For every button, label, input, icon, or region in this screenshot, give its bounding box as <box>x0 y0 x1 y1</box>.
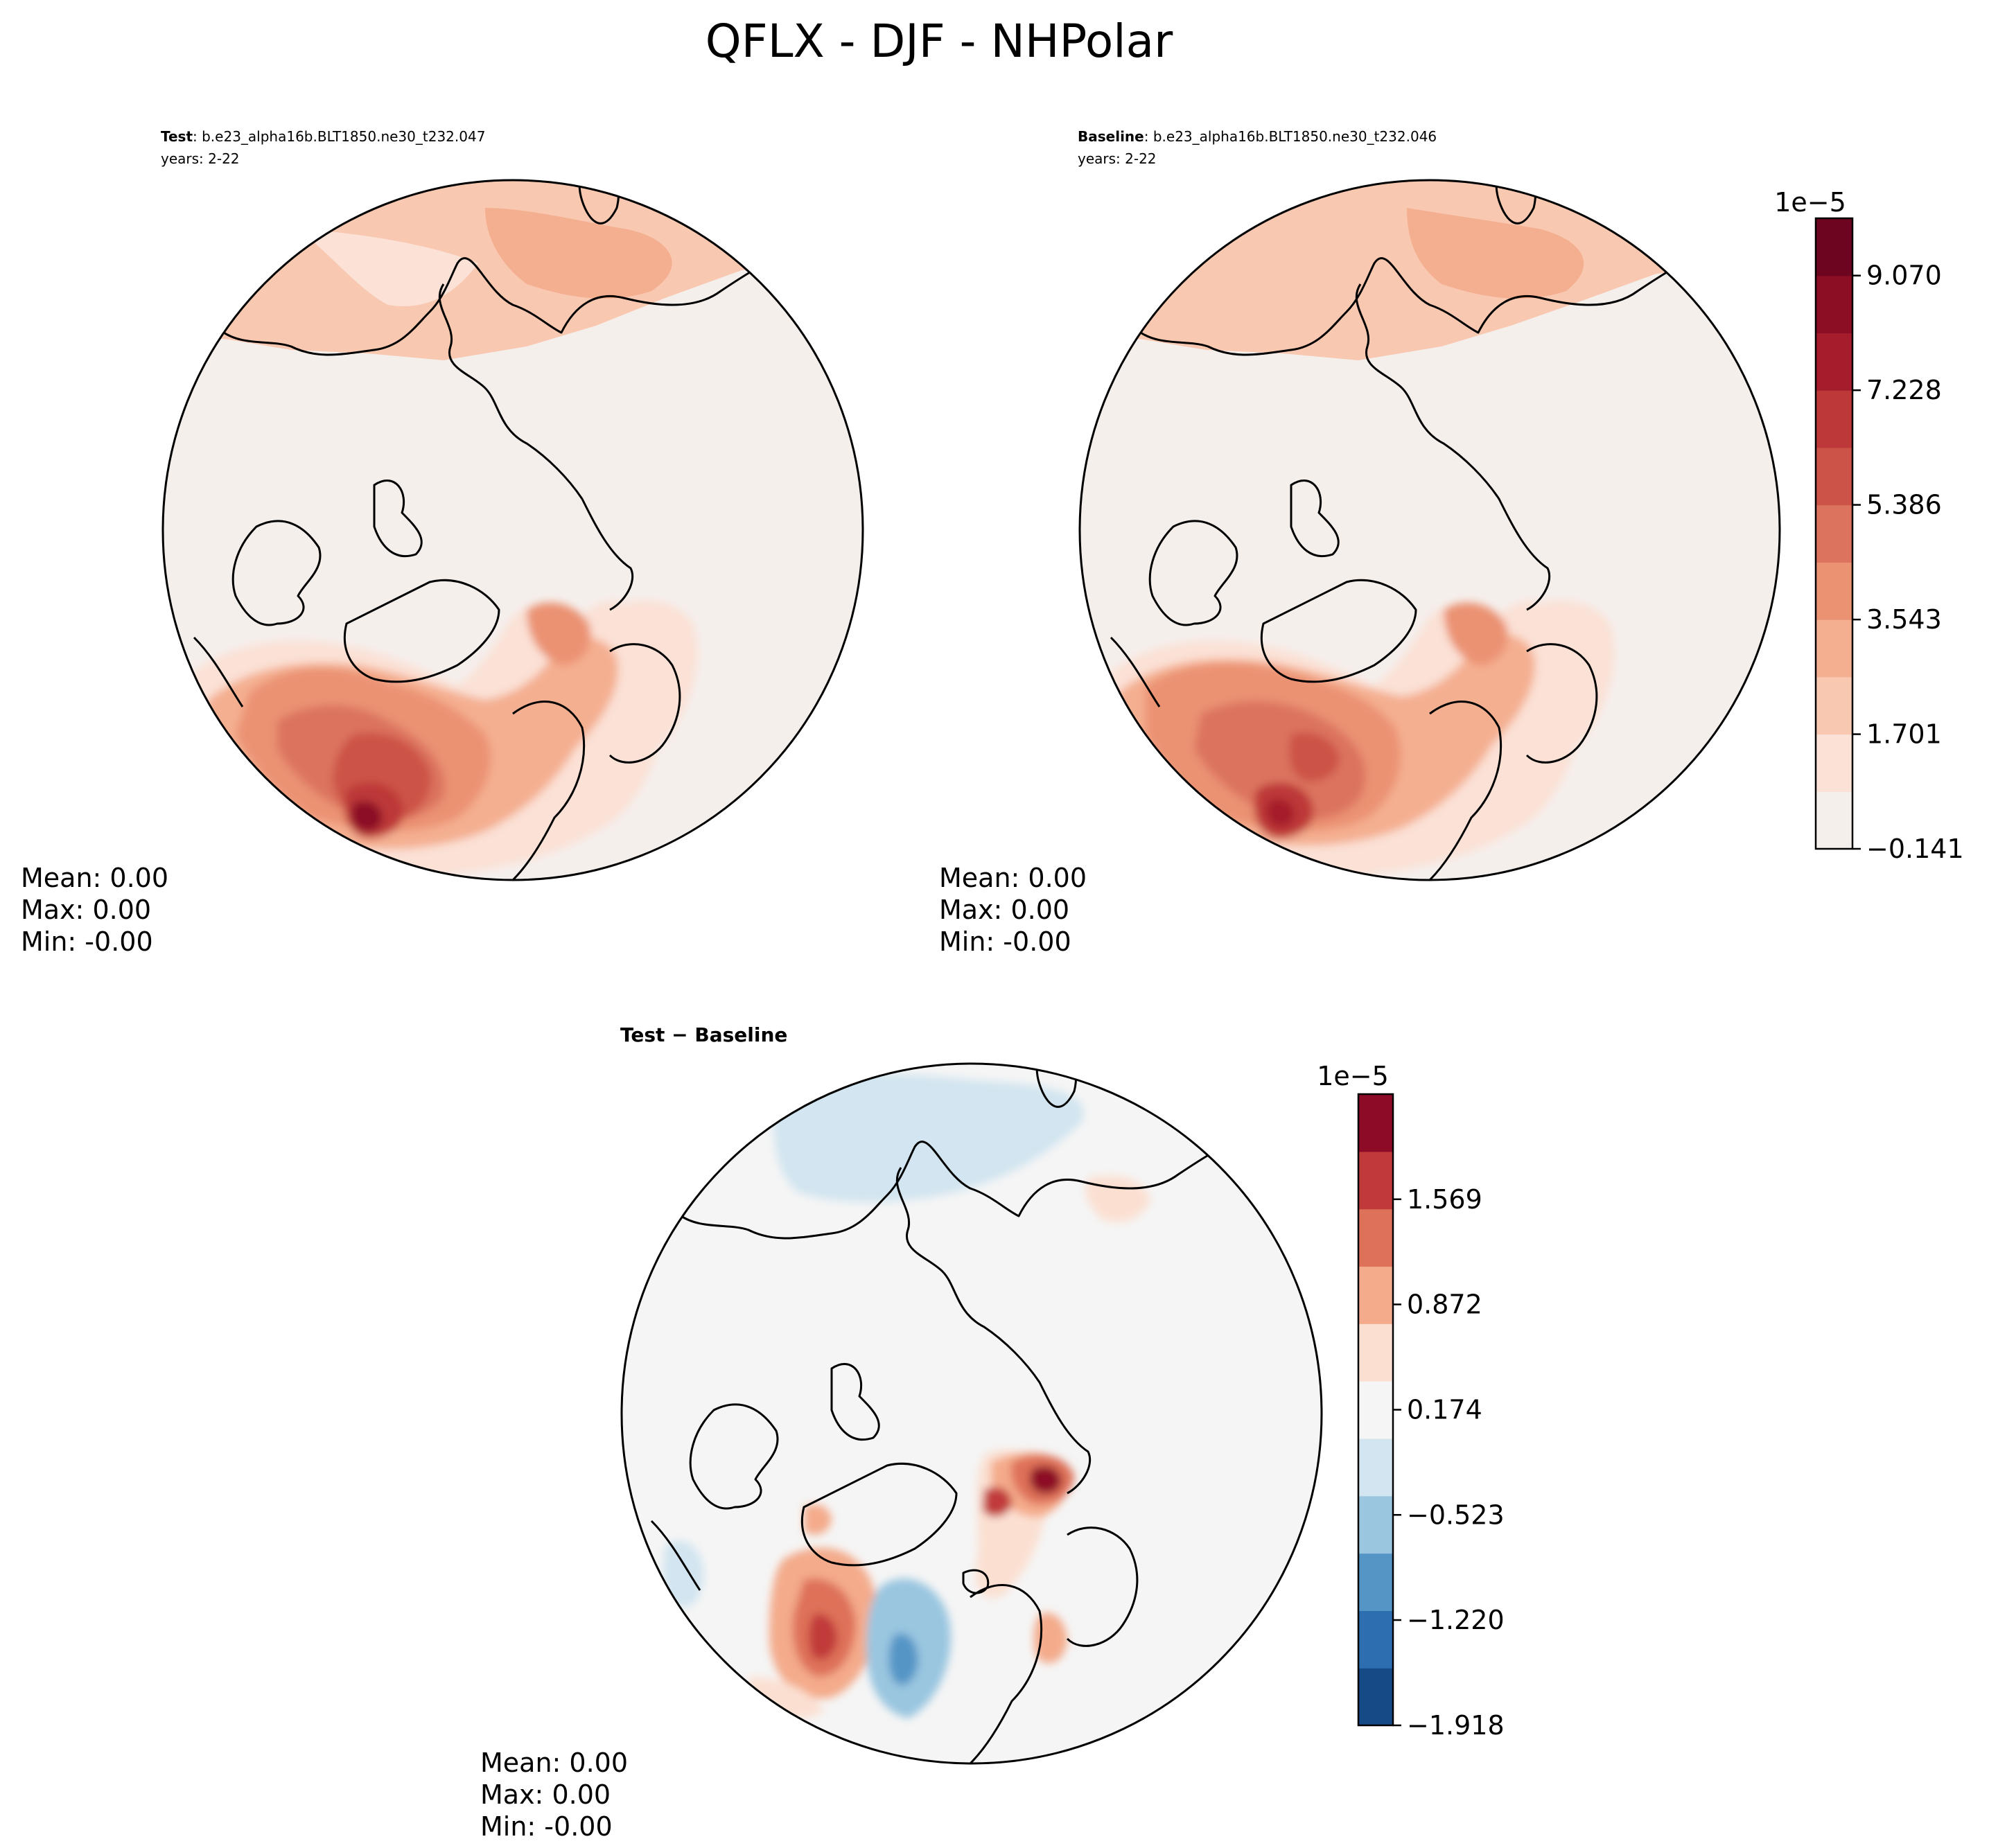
colorbar-top-swatch <box>1816 562 1852 620</box>
panel-difference-pos-1c <box>809 1614 838 1660</box>
colorbar-bottom-ticks: −1.918 −1.220 −0.523 0.174 0.872 1.569 <box>1393 1184 1505 1741</box>
colorbar-bottom-swatch <box>1358 1668 1393 1726</box>
panel-difference-neg-2 <box>663 1540 704 1608</box>
colorbar-top-swatch <box>1816 447 1852 506</box>
colorbar-bottom-swatches <box>1358 1094 1393 1726</box>
panel-test-stats: Mean: 0.00 Max: 0.00 Min: -0.00 <box>21 863 168 957</box>
panel-difference-max: Max: 0.00 <box>480 1779 611 1810</box>
panel-difference-stats: Mean: 0.00 Max: 0.00 Min: -0.00 <box>480 1748 628 1842</box>
panel-baseline: Baseline: b.e23_alpha16b.BLT1850.ne30_t2… <box>939 128 1781 957</box>
panel-test-mean: Mean: 0.00 <box>21 863 168 893</box>
colorbar-top-swatch <box>1816 333 1852 391</box>
panel-baseline-min: Min: -0.00 <box>939 926 1071 957</box>
panel-test-map <box>163 180 863 880</box>
panel-baseline-stats: Mean: 0.00 Max: 0.00 Min: -0.00 <box>939 863 1087 957</box>
panel-baseline-coastlines <box>1110 180 1701 880</box>
colorbar-bottom-tick-label: 0.174 <box>1407 1395 1482 1425</box>
colorbar-bottom-swatch <box>1358 1553 1393 1611</box>
colorbar-bottom: 1e−5 −1.918 −1.220 −0.523 0.174 0.872 1.569 <box>1317 1061 1504 1741</box>
panel-test-max: Max: 0.00 <box>21 895 151 925</box>
colorbar-top-swatch <box>1816 504 1852 563</box>
panel-difference-pacific-negative <box>769 1073 1084 1202</box>
colorbar-bottom-swatch <box>1358 1381 1393 1439</box>
panel-test-years: years: 2-22 <box>161 150 240 167</box>
colorbar-top-tick-label: 7.228 <box>1866 375 1942 405</box>
panel-difference-min: Min: -0.00 <box>480 1811 613 1842</box>
colorbar-bottom-swatch <box>1358 1151 1393 1210</box>
colorbar-top: 1e−5 −0.141 1.701 3.543 5.386 7.228 9.070 <box>1774 187 1963 864</box>
panel-test-atlantic-field <box>166 600 698 879</box>
colorbar-bottom-multiplier: 1e−5 <box>1317 1061 1389 1091</box>
colorbar-top-multiplier: 1e−5 <box>1774 187 1846 218</box>
colorbar-bottom-swatch <box>1358 1208 1393 1267</box>
panel-baseline-boundary <box>1078 179 1781 881</box>
panel-test-boundary <box>161 179 864 881</box>
panel-baseline-header-case: : b.e23_alpha16b.BLT1850.ne30_t232.046 <box>1144 128 1437 145</box>
panel-test-min: Min: -0.00 <box>21 926 153 957</box>
colorbar-top-swatch <box>1816 218 1852 276</box>
panel-difference-map <box>622 1064 1322 1763</box>
colorbar-top-swatch <box>1816 619 1852 678</box>
panel-difference-coastlines <box>650 1064 1241 1763</box>
panel-test: Test: b.e23_alpha16b.BLT1850.ne30_t232.0… <box>21 128 864 957</box>
colorbar-bottom-tick-label: 0.872 <box>1407 1290 1482 1320</box>
colorbar-top-tick-label: 5.386 <box>1866 490 1942 520</box>
colorbar-top-swatch <box>1816 676 1852 735</box>
panel-test-pacific-light <box>298 229 478 306</box>
colorbar-top-tick-label: 3.543 <box>1866 604 1942 635</box>
colorbar-top-swatch <box>1816 791 1852 850</box>
panel-difference-mean: Mean: 0.00 <box>480 1748 628 1778</box>
colorbar-bottom-tick-label: −0.523 <box>1407 1499 1505 1530</box>
colorbar-bottom-swatch <box>1358 1610 1393 1669</box>
colorbar-top-tick-label: −0.141 <box>1866 834 1964 864</box>
panel-baseline-pacific-dark <box>1407 208 1584 299</box>
panel-baseline-years: years: 2-22 <box>1078 150 1157 167</box>
panel-baseline-header: Baseline: b.e23_alpha16b.BLT1850.ne30_t2… <box>1078 128 1437 145</box>
panel-test-header-case: : b.e23_alpha16b.BLT1850.ne30_t232.047 <box>193 128 485 145</box>
colorbar-top-swatches <box>1816 218 1852 850</box>
colorbar-top-tick-label: 1.701 <box>1866 719 1942 750</box>
colorbar-top-ticks: −0.141 1.701 3.543 5.386 7.228 9.070 <box>1852 261 1964 864</box>
panel-test-pacific-dark <box>485 208 672 299</box>
panel-difference-pos-7 <box>804 1504 832 1535</box>
figure-title: QFLX - DJF - NHPolar <box>706 15 1173 68</box>
colorbar-top-tick-label: 9.070 <box>1866 261 1942 291</box>
colorbar-bottom-tick-label: −1.220 <box>1407 1605 1505 1635</box>
panel-difference-bering-positive <box>1085 1175 1150 1222</box>
colorbar-bottom-tick-label: −1.918 <box>1407 1710 1505 1741</box>
panel-difference-pos-6 <box>983 1487 1012 1517</box>
panel-baseline-max: Max: 0.00 <box>939 895 1069 925</box>
panel-difference-neg-1b <box>888 1633 918 1685</box>
colorbar-bottom-tick-label: 1.569 <box>1407 1184 1482 1215</box>
colorbar-top-frame <box>1814 217 1854 850</box>
panel-baseline-header-bold: Baseline <box>1078 128 1144 145</box>
panel-test-header-bold: Test <box>161 128 193 145</box>
panel-difference-boundary <box>620 1062 1323 1765</box>
colorbar-bottom-swatch <box>1358 1438 1393 1497</box>
colorbar-top-swatch <box>1816 275 1852 334</box>
colorbar-bottom-swatch <box>1358 1323 1393 1382</box>
colorbar-top-swatch <box>1816 390 1852 448</box>
colorbar-bottom-swatch <box>1358 1094 1393 1152</box>
colorbar-bottom-swatch <box>1358 1266 1393 1324</box>
panel-difference: Test − Baseline <box>480 1023 1323 1842</box>
panel-difference-pos-5 <box>1029 1466 1062 1494</box>
colorbar-top-swatch <box>1816 734 1852 792</box>
colorbar-bottom-swatch <box>1358 1495 1393 1554</box>
panel-baseline-mean: Mean: 0.00 <box>939 863 1087 893</box>
panel-difference-header: Test − Baseline <box>620 1023 787 1046</box>
panel-test-header: Test: b.e23_alpha16b.BLT1850.ne30_t232.0… <box>161 128 485 145</box>
panel-test-coastlines <box>193 180 784 880</box>
